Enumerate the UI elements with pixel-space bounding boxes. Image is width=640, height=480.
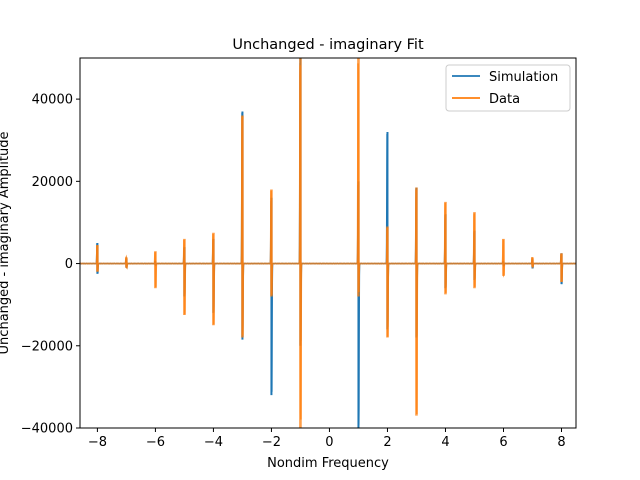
x-tick-label: 6 [499, 435, 507, 450]
x-tick-label: −2 [262, 435, 281, 450]
x-tick-label: 0 [325, 435, 333, 450]
series-layer [80, 58, 576, 428]
series-line-data [80, 63, 576, 420]
x-tick-label: −6 [146, 435, 165, 450]
x-axis: −8 −6 −4 −2 0 2 4 6 8 [88, 428, 566, 450]
x-tick-label: −4 [204, 435, 223, 450]
y-tick-label: −40000 [21, 422, 73, 437]
x-tick-label: −8 [88, 435, 107, 450]
x-tick-label: 4 [441, 435, 449, 450]
chart-legend: Simulation Data [445, 64, 571, 112]
y-tick-label: 20000 [32, 175, 73, 190]
x-axis-label: Nondim Frequency [267, 456, 389, 471]
legend-label-data: Data [489, 92, 520, 107]
y-tick-label: 0 [65, 257, 73, 272]
y-axis-label: Unchanged - imaginary Amplitude [0, 132, 12, 355]
x-tick-label: 2 [383, 435, 391, 450]
plot-frame [79, 57, 577, 429]
x-tick-label: 8 [557, 435, 565, 450]
y-axis: −40000 −20000 0 20000 40000 [21, 93, 80, 437]
y-tick-label: 40000 [32, 93, 73, 108]
legend-label-simulation: Simulation [489, 70, 558, 85]
plot-area [79, 57, 577, 429]
y-tick-label: −20000 [21, 339, 73, 354]
chart-title: Unchanged - imaginary Fit [232, 37, 424, 53]
